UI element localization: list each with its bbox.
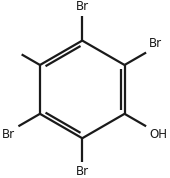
Text: OH: OH (149, 128, 167, 141)
Text: Br: Br (149, 37, 162, 50)
Text: Br: Br (2, 128, 15, 141)
Text: Br: Br (76, 165, 89, 178)
Text: Br: Br (76, 0, 89, 13)
